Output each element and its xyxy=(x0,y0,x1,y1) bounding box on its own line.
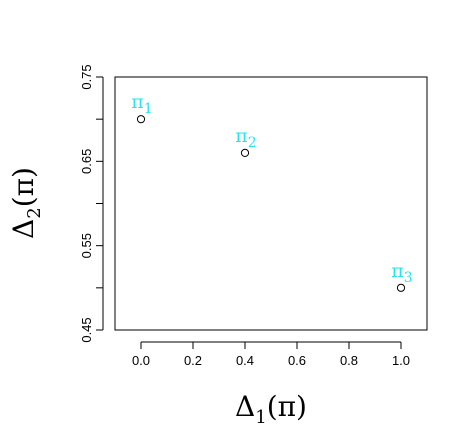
point-label-sub: 3 xyxy=(404,270,413,286)
y-axis: 0.45 0.55 0.65 0.75 xyxy=(79,64,104,343)
point-label-base: π xyxy=(131,91,144,113)
y-axis-title: Δ2(π) xyxy=(7,167,45,239)
x-tick-label: 0.0 xyxy=(132,353,150,368)
y-axis-title-rest: (π) xyxy=(7,167,40,207)
x-axis-title-base: Δ xyxy=(235,390,255,423)
x-axis-title-rest: (π) xyxy=(267,390,307,423)
y-tick-label: 0.55 xyxy=(79,233,94,258)
y-axis-title-sub: 2 xyxy=(24,207,45,218)
x-tick-label: 1.0 xyxy=(392,353,410,368)
point-label: π2 xyxy=(235,125,256,151)
y-tick-label: 0.75 xyxy=(79,64,94,89)
plot-frame xyxy=(114,76,428,331)
data-point xyxy=(136,115,146,124)
point-label-sub: 2 xyxy=(248,135,257,151)
x-axis: 0.0 0.2 0.4 0.6 0.8 1.0 xyxy=(132,341,410,368)
point-label-base: π xyxy=(235,125,248,147)
point-label-sub: 1 xyxy=(144,101,153,117)
x-tick-label: 0.4 xyxy=(236,353,254,368)
point-label: π3 xyxy=(391,260,412,286)
data-point xyxy=(240,148,250,157)
data-point xyxy=(396,283,406,292)
point-label-base: π xyxy=(391,260,404,282)
x-axis-title: Δ1(π) xyxy=(235,390,307,427)
data-points xyxy=(136,115,406,292)
point-label: π1 xyxy=(131,91,152,117)
y-tick-label: 0.65 xyxy=(79,149,94,174)
y-axis-title-base: Δ xyxy=(7,219,40,239)
x-tick-label: 0.2 xyxy=(184,353,202,368)
y-tick-label: 0.45 xyxy=(79,317,94,342)
x-axis-title-sub: 1 xyxy=(255,407,266,427)
x-tick-label: 0.6 xyxy=(288,353,306,368)
x-tick-label: 0.8 xyxy=(340,353,358,368)
